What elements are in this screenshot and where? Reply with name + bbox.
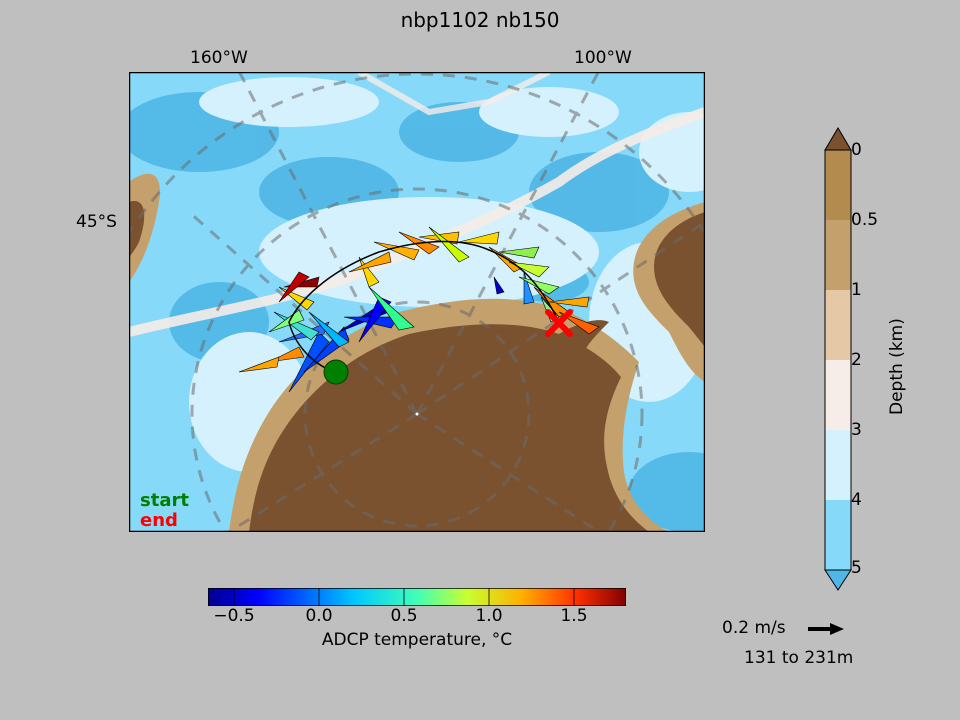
map-frame (129, 72, 705, 532)
temp-tick-0-5: 0.5 (390, 606, 418, 626)
depth-band-4 (825, 430, 851, 500)
depth-tick-1: 1 (851, 280, 862, 300)
temp-tick-1-0: 1.0 (475, 606, 503, 626)
legend-start: start (140, 490, 189, 511)
bathymetry-map (129, 72, 705, 532)
depth-tick-0-5: 0.5 (851, 210, 879, 230)
lat-label-45s: 45°S (76, 212, 117, 232)
depth-band-2 (825, 290, 851, 360)
graticule (129, 72, 705, 532)
depth-range-label: 131 to 231m (744, 648, 854, 668)
start-marker (323, 359, 349, 385)
end-marker (545, 309, 573, 337)
lon-label-160w: 160°W (190, 48, 248, 68)
chart-title: nbp1102 nb150 (400, 8, 560, 32)
depth-tick-3: 3 (851, 420, 862, 440)
temp-tick-1-5: 1.5 (560, 606, 588, 626)
depth-tick-4: 4 (851, 490, 862, 510)
depth-band-1 (825, 220, 851, 290)
ship-track (288, 240, 560, 373)
temperature-colorbar (208, 588, 626, 606)
lon-label-100w: 100°W (574, 48, 632, 68)
depth-tick-2: 2 (851, 350, 862, 370)
antarctica (249, 324, 649, 532)
depth-band-5 (825, 500, 851, 570)
south-pole-dot (415, 412, 419, 416)
temperature-colorbar-label: ADCP temperature, °C (321, 630, 513, 650)
depth-colorbar-label: Depth (km) (887, 318, 907, 415)
south-america (654, 212, 705, 347)
velocity-scale-label: 0.2 m/s (722, 618, 786, 638)
depth-tick-0: 0 (851, 140, 862, 160)
legend-end: end (140, 510, 178, 531)
depth-colorbar (824, 127, 852, 591)
temp-tick-neg0-5: −0.5 (213, 606, 255, 626)
velocity-scale-arrow-icon (808, 623, 844, 635)
depth-colorbar-bottom-extension (824, 569, 852, 591)
depth-band-3 (825, 360, 851, 430)
depth-colorbar-top-extension (824, 127, 852, 151)
temp-tick-0-0: 0.0 (305, 606, 333, 626)
depth-band-0 (825, 150, 851, 220)
depth-tick-5: 5 (851, 558, 862, 578)
